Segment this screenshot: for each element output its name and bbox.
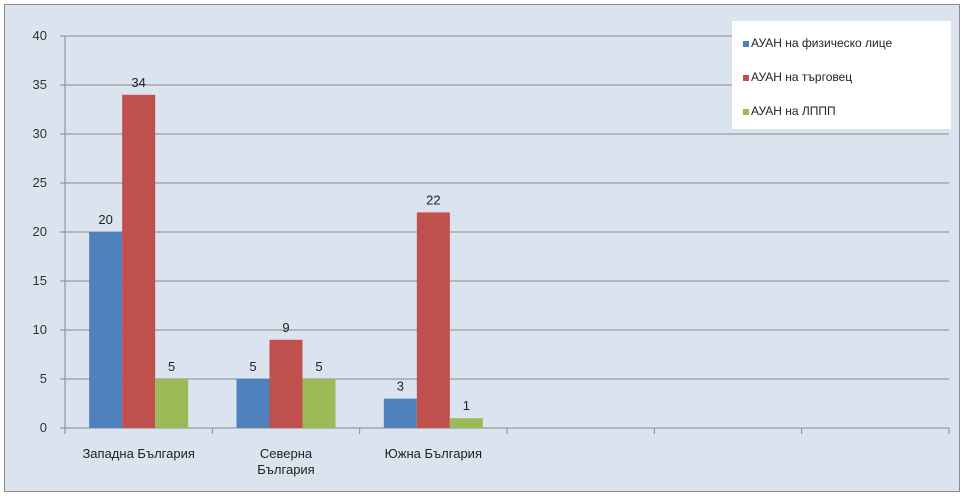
y-tick-label: 30: [33, 126, 47, 141]
legend-swatch: [743, 41, 749, 47]
chart-frame: 0 5 10 15 20 25 30 35 40 Западна България Северна Б…: [4, 4, 960, 492]
legend-swatch: [743, 109, 749, 115]
bar: [269, 339, 303, 428]
data-label: 34: [131, 75, 145, 90]
data-label: 5: [249, 359, 256, 374]
bars: [89, 94, 483, 429]
bar: [122, 94, 156, 429]
gridlines: [65, 35, 949, 380]
x-category-label: Западна България: [82, 446, 194, 461]
bar: [449, 418, 483, 428]
bar: [383, 398, 417, 428]
y-tick-label: 15: [33, 273, 47, 288]
bar: [236, 379, 270, 428]
data-label: 5: [315, 359, 322, 374]
data-label: 1: [463, 398, 470, 413]
legend-entry: АУАН на търговец: [751, 70, 852, 84]
data-label: 20: [98, 212, 112, 227]
data-label: 22: [426, 192, 440, 207]
legend-swatch: [743, 75, 749, 81]
data-label: 5: [168, 359, 175, 374]
y-tick-label: 35: [33, 77, 47, 92]
bar: [155, 379, 189, 428]
data-label: 9: [282, 320, 289, 335]
legend-box: [732, 21, 951, 129]
x-category-label: Южна България: [385, 446, 482, 461]
y-tick-label: 40: [33, 28, 47, 43]
legend-entry: АУАН на физическо лице: [751, 36, 892, 50]
y-tick-label: 20: [33, 224, 47, 239]
bar: [89, 232, 123, 428]
bar: [302, 379, 336, 428]
y-tick-label: 5: [40, 371, 47, 386]
bar: [416, 212, 450, 428]
x-category-label: Северна България: [257, 446, 314, 477]
data-label: 3: [397, 379, 404, 394]
legend-entry: АУАН на ЛППП: [751, 104, 836, 118]
y-tick-label: 0: [40, 420, 47, 435]
legend: АУАН на физическо лице АУАН на търговец АУ…: [732, 21, 951, 129]
y-tick-label: 25: [33, 175, 47, 190]
y-tick-label: 10: [33, 322, 47, 337]
data-labels: 20 34 5 5 9 5 3 22 1: [98, 75, 470, 413]
